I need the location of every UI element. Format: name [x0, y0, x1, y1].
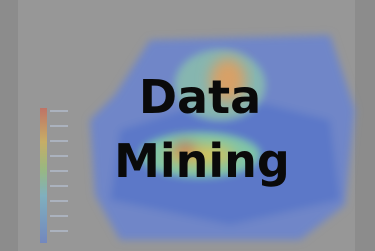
- page: Data Mining html, body { margin: 0; padd…: [0, 0, 375, 251]
- title-line: Data: [139, 70, 261, 124]
- body: {"title_lines": ["Data", "Mining"]} Data…: [0, 0, 375, 251]
- legend-bar: [40, 108, 47, 243]
- thumbnail: Data Mining: [0, 0, 375, 251]
- title-line: Mining: [114, 134, 290, 188]
